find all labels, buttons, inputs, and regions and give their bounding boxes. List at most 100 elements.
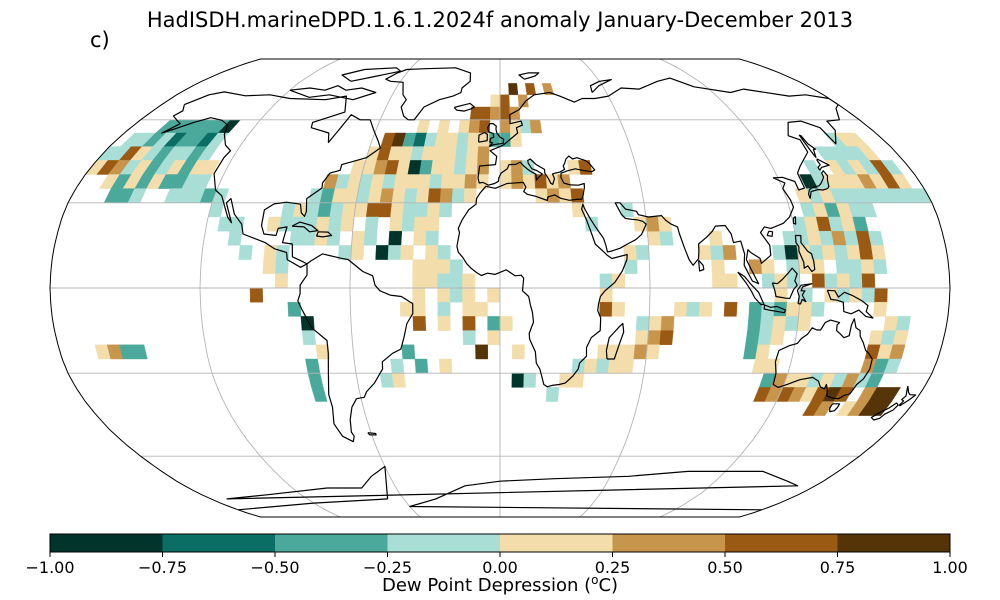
colorbar-label-sup: o xyxy=(591,573,599,587)
colorbar-label-prefix: Dew Point Depression ( xyxy=(381,575,592,596)
grid-cell xyxy=(557,174,571,189)
grid-cell xyxy=(710,245,725,260)
grid-cell xyxy=(774,287,788,303)
grid-cell xyxy=(315,344,330,360)
coastline xyxy=(316,231,333,238)
grid-cell xyxy=(462,316,476,331)
grid-cell xyxy=(747,316,762,331)
grid-cell xyxy=(439,188,454,203)
grid-cell xyxy=(511,373,525,388)
grid-cell xyxy=(425,245,439,260)
grid-cell xyxy=(415,188,430,203)
colorbar-segment xyxy=(50,534,163,552)
grid-cell xyxy=(660,316,675,331)
coastline xyxy=(808,170,830,199)
grid-cell xyxy=(388,231,403,246)
grid-cell xyxy=(475,344,489,360)
grid-cell xyxy=(657,216,673,232)
grid-cell xyxy=(499,94,510,108)
coastline xyxy=(826,289,874,319)
coastline xyxy=(341,67,402,82)
coastline xyxy=(772,318,873,400)
meridian-line xyxy=(199,59,341,517)
grid-cell xyxy=(454,146,468,161)
grid-cell xyxy=(517,94,529,108)
grid-cell xyxy=(659,231,674,246)
grid-cell xyxy=(836,273,851,289)
coastline xyxy=(870,402,899,421)
grid-cell xyxy=(869,401,893,416)
grid-cell xyxy=(836,287,851,303)
coastline xyxy=(518,72,540,80)
grid-cell xyxy=(785,259,800,274)
grid-cell xyxy=(329,202,345,218)
grid-cell xyxy=(860,259,875,274)
grid-cell xyxy=(405,174,420,189)
grid-cell xyxy=(387,245,402,260)
grid-cell xyxy=(479,106,491,120)
grid-cell xyxy=(301,231,317,246)
grid-cell xyxy=(489,106,501,120)
colorbar-tick-label: 0.25 xyxy=(594,558,631,577)
grid-cell xyxy=(873,302,888,317)
grid-cell xyxy=(697,245,712,260)
grid-cell xyxy=(417,174,432,189)
grid-cell xyxy=(711,273,726,289)
coastline xyxy=(478,131,488,143)
grid-cell xyxy=(315,216,330,232)
colorbar-tick-label: −0.50 xyxy=(250,558,300,577)
grid-cell xyxy=(873,259,888,274)
grid-cell xyxy=(437,273,451,289)
grid-cell xyxy=(363,231,378,246)
grid-cell xyxy=(723,302,738,317)
grid-cell xyxy=(745,330,761,345)
grid-cell xyxy=(438,358,453,374)
grid-cell xyxy=(708,231,724,246)
grid-cell xyxy=(445,132,459,147)
grid-cell xyxy=(443,146,457,161)
coastline xyxy=(161,91,381,268)
meridian-line xyxy=(349,59,421,517)
grid-cell xyxy=(307,373,324,388)
grid-cell xyxy=(759,316,774,331)
grid-cell xyxy=(648,316,663,331)
coastline xyxy=(792,215,797,225)
grid-cell xyxy=(634,330,649,345)
grid-cell xyxy=(275,259,289,274)
grid-cell xyxy=(291,216,306,232)
coastline xyxy=(367,432,377,436)
grid-cell xyxy=(874,287,888,303)
grid-cell xyxy=(578,160,593,175)
grid-cell xyxy=(623,245,638,260)
grid-cell xyxy=(438,202,453,218)
coastline xyxy=(737,271,765,306)
grid-cell xyxy=(263,245,278,260)
grid-cell xyxy=(427,188,442,203)
grid-cell xyxy=(757,330,773,345)
grid-cell xyxy=(437,119,451,134)
meridian-line xyxy=(579,59,651,517)
grid-cell xyxy=(430,160,445,175)
grid-cell xyxy=(487,330,501,345)
grid-cell xyxy=(429,174,443,189)
grid-cell xyxy=(558,373,573,388)
grid-cell xyxy=(238,245,253,260)
grid-cell xyxy=(462,330,476,345)
grid-cell xyxy=(305,358,321,374)
grid-cell xyxy=(414,202,429,218)
grid-cell xyxy=(686,302,700,317)
grid-cell xyxy=(811,273,826,289)
coastline xyxy=(698,259,705,272)
grid-cell xyxy=(378,202,393,218)
grid-cell xyxy=(421,146,436,161)
grid-cell xyxy=(289,231,304,246)
grid-cell xyxy=(802,160,823,175)
grid-cell xyxy=(401,216,416,232)
grid-cell xyxy=(524,83,537,95)
map-outline xyxy=(49,58,951,518)
grid-cell xyxy=(367,188,383,203)
grid-cell xyxy=(635,245,650,260)
grid-cell xyxy=(393,174,409,189)
grid-cell xyxy=(449,273,463,289)
grid-cell xyxy=(611,302,626,317)
